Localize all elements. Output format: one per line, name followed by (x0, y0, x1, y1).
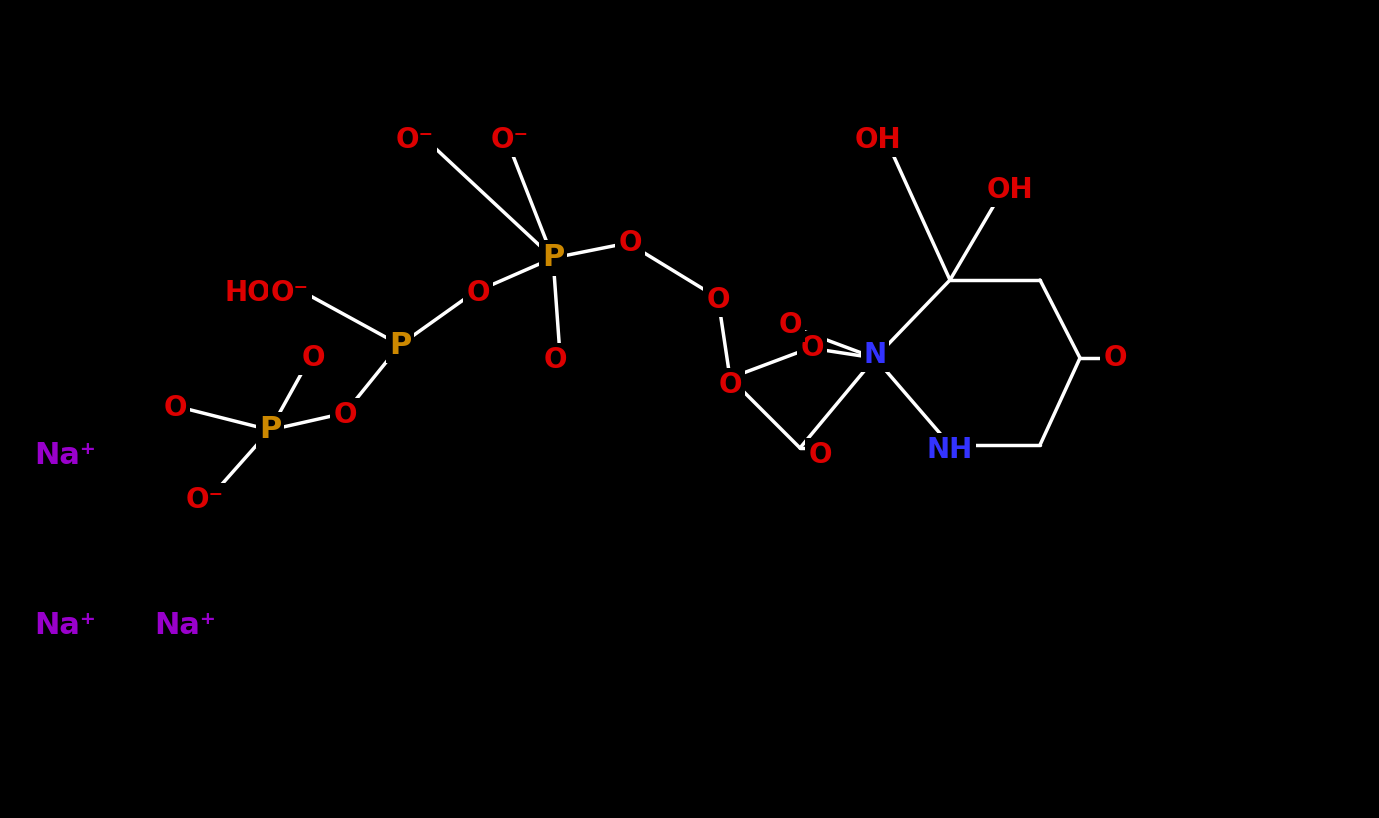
Text: O: O (543, 346, 567, 374)
Text: O: O (618, 229, 641, 257)
Text: O: O (466, 279, 490, 307)
Text: O⁻: O⁻ (491, 126, 530, 154)
Text: O: O (301, 344, 324, 372)
Text: OH: OH (855, 126, 902, 154)
Text: Na⁺: Na⁺ (154, 610, 217, 640)
Text: NH: NH (927, 436, 974, 464)
Text: Na⁺: Na⁺ (34, 610, 97, 640)
Text: O: O (800, 334, 823, 362)
Text: N: N (863, 341, 887, 369)
Text: OH: OH (987, 176, 1033, 204)
Text: O: O (778, 311, 801, 339)
Text: HO: HO (225, 279, 272, 307)
Text: P: P (389, 330, 411, 359)
Text: O: O (334, 401, 357, 429)
Text: P: P (542, 244, 564, 272)
Text: O: O (163, 394, 186, 422)
Text: O: O (706, 286, 729, 314)
Text: O: O (808, 441, 832, 469)
Text: O⁻: O⁻ (396, 126, 434, 154)
Text: O⁻: O⁻ (270, 279, 309, 307)
Text: O: O (1103, 344, 1127, 372)
Text: O⁻: O⁻ (186, 486, 223, 514)
Text: O: O (718, 371, 742, 399)
Text: P: P (259, 416, 281, 444)
Text: Na⁺: Na⁺ (34, 441, 97, 470)
